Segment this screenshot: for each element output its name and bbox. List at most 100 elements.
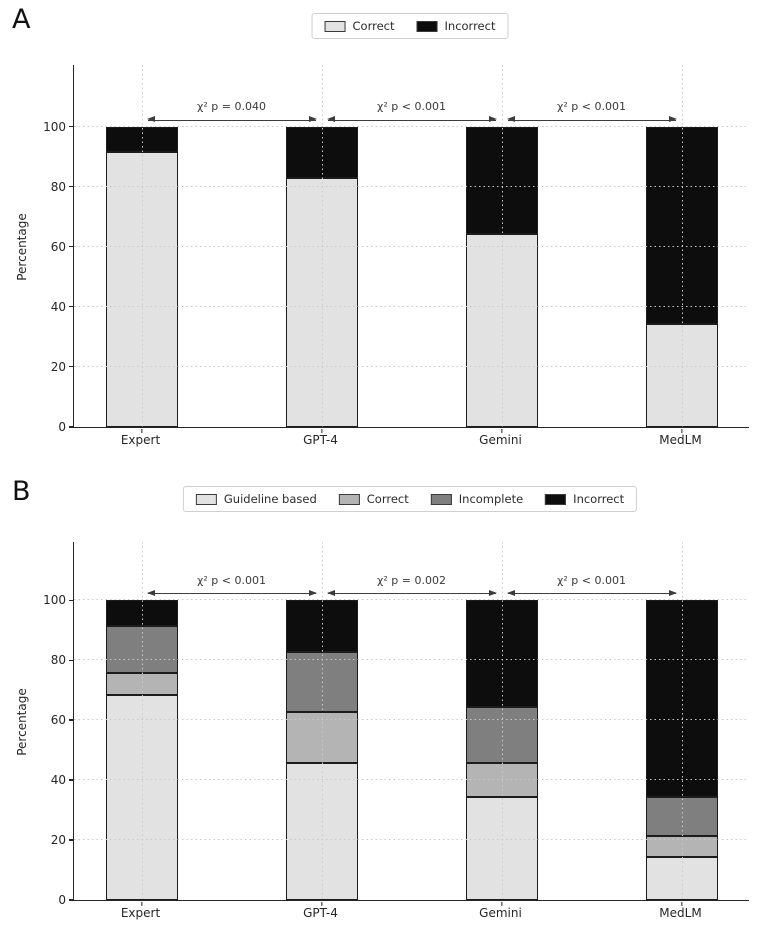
annotation-text-3: χ² p < 0.001 [557, 573, 626, 587]
arrowhead-right-icon [668, 116, 677, 123]
y-tick-label-0: 0 [58, 893, 66, 907]
plot-area-b: 0 20 40 60 80 100 χ² p < 0.001 χ² p = 0.002 χ² p… [43, 542, 749, 906]
legend-swatch-guideline-based-icon [195, 493, 217, 505]
legend-b: Guideline based Correct Incomplete Incorrec… [182, 486, 638, 512]
annotation-arrow-1 [146, 116, 317, 123]
bar-segment-expert-incomplete [105, 626, 178, 674]
x-tick-label-expert: Expert [120, 433, 161, 447]
panel-a: A Correct Incorrect Percentage 0 20 40 60 80 1… [0, 0, 768, 470]
y-tick-mark-80 [69, 185, 73, 188]
legend-label-incomplete: Incomplete [458, 492, 524, 506]
x-tick-mark-medlm [680, 902, 683, 906]
x-tick-label-medlm: MedLM [659, 906, 702, 920]
annotation-arrow-1 [146, 590, 317, 597]
bar-segment-medlm-incorrect [645, 126, 718, 324]
x-tick-label-medlm: MedLM [659, 433, 702, 447]
panel-b: B Guideline based Correct Incomplete Incorr… [0, 470, 768, 945]
legend-item-incomplete: Incomplete [430, 492, 524, 506]
y-tick-label-100: 100 [43, 593, 66, 608]
bar-segment-gpt-4-incorrect [285, 600, 358, 652]
x-tick-label-expert: Expert [120, 906, 161, 920]
bar-segment-gpt-4-guideline-based [285, 763, 358, 900]
y-tick-mark-100 [69, 599, 73, 601]
y-tick-mark-100 [69, 125, 73, 128]
plot-area-a: 0 20 40 60 80 100 χ² p = 0.040 χ² p < 0.001 χ² p… [43, 65, 749, 433]
bar-segment-medlm-guideline-based [645, 857, 718, 900]
bar-segment-medlm-incorrect [645, 600, 718, 798]
arrowhead-right-icon [308, 116, 317, 123]
y-tick-label-40: 40 [50, 299, 66, 314]
y-tick-label-0: 0 [58, 420, 66, 434]
arrowhead-right-icon [668, 590, 677, 597]
legend-swatch-correct-icon [324, 20, 346, 32]
y-tick-label-40: 40 [50, 773, 66, 788]
bar-segment-expert-incorrect [105, 600, 178, 627]
bar-segment-medlm-incomplete [645, 797, 718, 836]
x-tick-mark-medlm [680, 429, 683, 433]
legend-swatch-correct-icon [338, 493, 360, 505]
bar-segment-gpt-4-correct [285, 711, 358, 764]
legend-swatch-incorrect-icon [416, 20, 438, 32]
bar-segment-expert-incorrect [105, 126, 178, 153]
annotation-text-3: χ² p < 0.001 [557, 100, 626, 114]
y-axis-label-a: Percentage [15, 213, 29, 281]
y-tick-mark-60 [69, 245, 73, 248]
bar-segment-medlm-correct [645, 323, 718, 427]
x-tick-label-gpt-4: GPT-4 [303, 433, 338, 447]
legend-item-correct: Correct [324, 19, 395, 33]
y-axis-label-b: Percentage [15, 688, 29, 756]
x-tick-mark-gpt-4 [320, 429, 323, 433]
bar-segment-gemini-correct [465, 233, 538, 427]
y-tick-label-80: 80 [50, 653, 66, 668]
bar-segment-expert-guideline-based [105, 694, 178, 900]
arrowhead-left-icon [146, 116, 155, 123]
panel-b-label: B [12, 476, 31, 507]
legend-label-incorrect: Incorrect [573, 492, 625, 506]
legend-label-correct: Correct [366, 492, 409, 506]
arrowhead-right-icon [308, 590, 317, 597]
x-tick-mark-gemini [500, 902, 503, 906]
y-tick-mark-40 [69, 306, 73, 308]
annotation-arrow-2 [326, 116, 497, 123]
bar-segment-gemini-incorrect [465, 126, 538, 234]
bar-segment-medlm-correct [645, 835, 718, 858]
x-tick-mark-gemini [500, 429, 503, 433]
arrowhead-left-icon [326, 590, 335, 597]
legend-item-incorrect: Incorrect [545, 492, 624, 506]
legend-label-incorrect: Incorrect [444, 19, 496, 33]
legend-a: Correct Incorrect [311, 13, 509, 39]
bar-segment-gpt-4-incorrect [285, 126, 358, 178]
panel-a-label: A [12, 4, 31, 35]
y-tick-label-60: 60 [50, 713, 66, 728]
x-tick-mark-gpt-4 [320, 902, 323, 906]
x-tick-label-gemini: Gemini [479, 906, 522, 920]
annotation-text-1: χ² p < 0.001 [197, 573, 266, 587]
bar-segment-expert-correct [105, 673, 178, 695]
y-tick-mark-40 [69, 779, 73, 781]
y-tick-mark-80 [69, 659, 73, 661]
annotation-text-1: χ² p = 0.040 [197, 100, 266, 114]
y-tick-label-100: 100 [43, 119, 66, 134]
annotation-arrow-2 [326, 590, 497, 597]
legend-label-correct: Correct [352, 19, 395, 33]
bar-segment-gemini-correct [465, 763, 538, 798]
arrowhead-left-icon [506, 590, 515, 597]
legend-item-incorrect: Incorrect [416, 19, 496, 33]
legend-swatch-incorrect-icon [545, 493, 567, 505]
annotation-text-2: χ² p = 0.002 [377, 573, 446, 587]
y-tick-label-80: 80 [50, 179, 66, 194]
arrowhead-right-icon [488, 116, 497, 123]
annotation-arrow-3 [506, 116, 677, 123]
y-tick-label-20: 20 [50, 359, 66, 374]
x-tick-mark-expert [140, 902, 143, 906]
arrowhead-left-icon [506, 116, 515, 123]
y-tick-mark-0 [69, 899, 73, 901]
bar-segment-gemini-incomplete [465, 707, 538, 764]
x-tick-mark-expert [140, 429, 143, 433]
y-tick-mark-20 [69, 366, 73, 368]
bar-segment-expert-correct [105, 152, 178, 427]
legend-swatch-incomplete-icon [430, 493, 452, 505]
y-tick-mark-0 [69, 426, 73, 428]
bar-segment-gemini-incorrect [465, 600, 538, 708]
